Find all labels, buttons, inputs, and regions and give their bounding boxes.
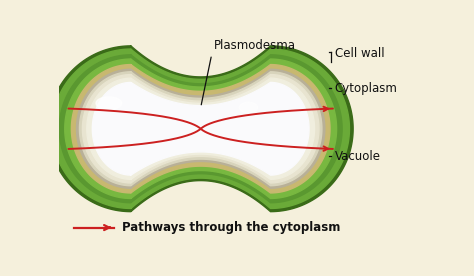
Polygon shape: [76, 69, 325, 188]
Text: Cell wall: Cell wall: [335, 47, 384, 60]
Text: Vacuole: Vacuole: [335, 150, 381, 163]
Polygon shape: [72, 65, 330, 193]
Polygon shape: [82, 75, 319, 183]
Ellipse shape: [239, 102, 257, 113]
Polygon shape: [92, 83, 309, 175]
Text: Pathways through the cytoplasm: Pathways through the cytoplasm: [122, 221, 340, 234]
Ellipse shape: [96, 97, 122, 110]
Polygon shape: [87, 78, 315, 179]
Polygon shape: [80, 72, 322, 186]
Polygon shape: [59, 55, 342, 203]
Text: Plasmodesma: Plasmodesma: [213, 39, 295, 52]
Polygon shape: [48, 46, 353, 212]
Polygon shape: [52, 49, 349, 208]
Text: Cytoplasm: Cytoplasm: [335, 82, 398, 95]
Polygon shape: [65, 59, 337, 198]
